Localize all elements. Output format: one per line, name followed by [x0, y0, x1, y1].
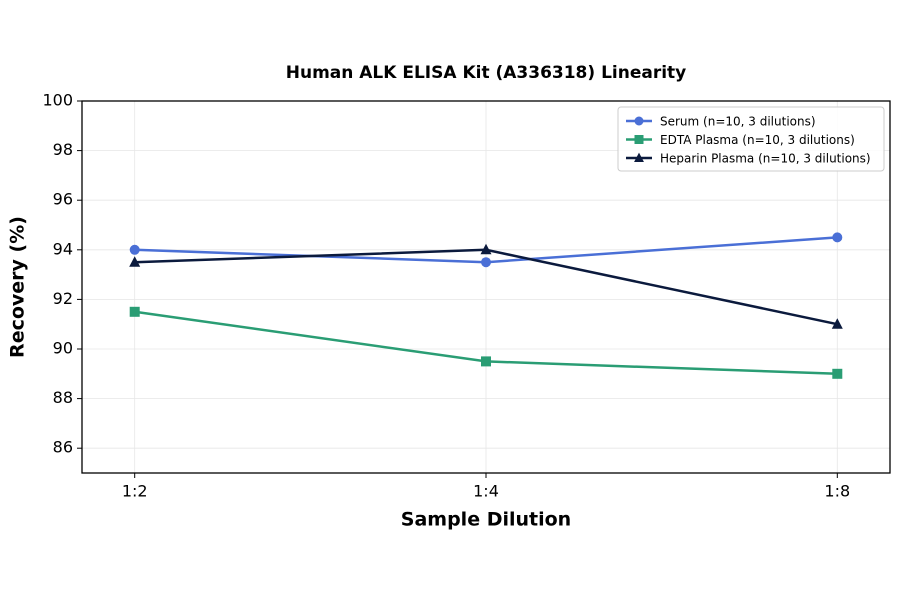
x-tick-label: 1:4: [473, 482, 499, 501]
y-axis-label: Recovery (%): [7, 216, 29, 358]
marker: [129, 256, 141, 267]
y-tick-label: 96: [53, 190, 73, 209]
marker: [481, 257, 491, 268]
x-tick-label: 1:8: [824, 482, 850, 501]
marker: [481, 356, 491, 367]
x-axis-label: Sample Dilution: [401, 509, 571, 531]
marker: [129, 306, 140, 317]
legend-label: Serum (n=10, 3 dilutions): [660, 115, 816, 129]
y-tick-label: 100: [42, 91, 73, 110]
y-tick-label: 86: [53, 438, 73, 457]
y-tick-label: 92: [53, 289, 73, 308]
y-tick-label: 90: [53, 339, 73, 358]
marker: [634, 135, 644, 144]
x-tick-label: 1:2: [122, 482, 148, 501]
marker: [831, 318, 843, 329]
y-tick-label: 94: [53, 239, 73, 258]
marker: [129, 244, 140, 255]
plot-frame: [81, 100, 891, 474]
marker: [832, 368, 843, 379]
legend-label: Heparin Plasma (n=10, 3 dilutions): [660, 152, 871, 166]
chart-title: Human ALK ELISA Kit (A336318) Linearity: [286, 63, 687, 83]
y-tick-label: 98: [53, 140, 73, 159]
marker: [480, 243, 492, 255]
marker: [634, 152, 644, 163]
legend-label: EDTA Plasma (n=10, 3 dilutions): [660, 133, 855, 147]
legend-box: [617, 106, 885, 172]
y-tick-label: 88: [53, 388, 73, 407]
marker: [832, 232, 843, 243]
marker: [634, 116, 644, 126]
